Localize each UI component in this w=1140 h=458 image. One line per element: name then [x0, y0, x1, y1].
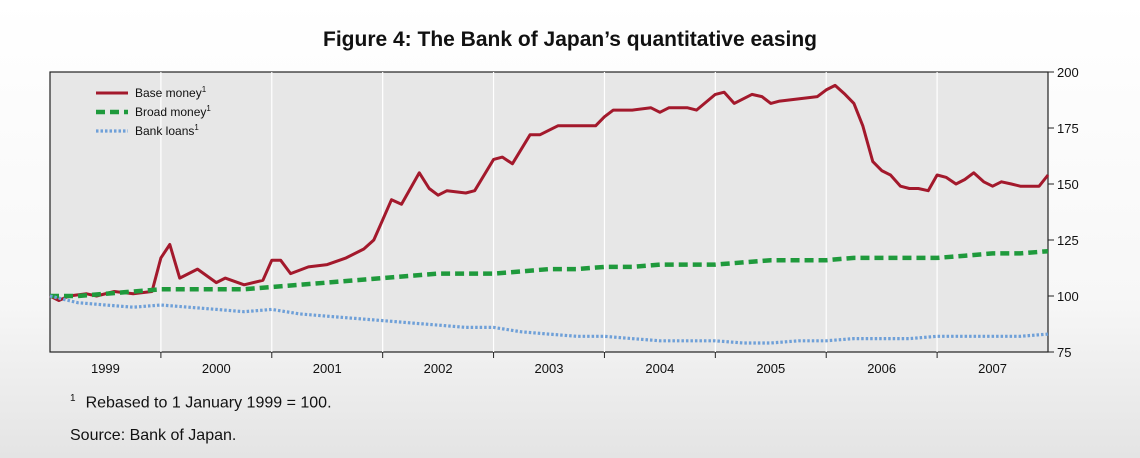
y-tick-label: 125 — [1057, 233, 1079, 248]
legend: Base money1 Broad money1 Bank loans1 — [96, 85, 211, 138]
x-tick-label: 2005 — [756, 361, 785, 376]
x-tick-label: 2000 — [202, 361, 231, 376]
y-tick-label: 150 — [1057, 177, 1079, 192]
legend-label: Base money1 — [135, 85, 207, 100]
x-tick-label: 2002 — [424, 361, 453, 376]
x-axis: 1999 2000 2001 2002 2003 2004 2005 2006 2007 — [91, 352, 1007, 376]
legend-label: Broad money1 — [135, 104, 211, 119]
chart-title: Figure 4: The Bank of Japan’s quantitati… — [323, 28, 817, 51]
x-tick-label: 2004 — [645, 361, 674, 376]
footnote: 1 Rebased to 1 January 1999 = 100. — [70, 393, 332, 412]
footnote-marker: 1 — [70, 393, 76, 404]
y-tick-label: 175 — [1057, 121, 1079, 136]
x-tick-label: 2001 — [313, 361, 342, 376]
x-tick-label: 1999 — [91, 361, 120, 376]
series-line-base-money — [49, 83, 1050, 302]
x-tick-label: 2006 — [867, 361, 896, 376]
series-line-broad-money — [50, 248, 1049, 299]
y-tick-label: 200 — [1057, 65, 1079, 80]
x-tick-label: 2003 — [535, 361, 564, 376]
legend-label: Bank loans1 — [135, 123, 199, 138]
y-tick-label: 100 — [1057, 289, 1079, 304]
series-layer — [49, 83, 1050, 345]
y-tick-label: 75 — [1057, 345, 1071, 360]
chart-svg: 75 100 125 150 175 200 1999 2000 2001 2002 2003 20… — [49, 65, 1079, 376]
series-line-bank-loans — [49, 294, 1049, 345]
y-axis: 75 100 125 150 175 200 — [1048, 65, 1079, 360]
source-note: Source: Bank of Japan. — [70, 427, 237, 444]
footnote-text: Rebased to 1 January 1999 = 100. — [85, 394, 332, 412]
x-tick-label: 2007 — [978, 361, 1007, 376]
plot-area — [49, 71, 1049, 353]
